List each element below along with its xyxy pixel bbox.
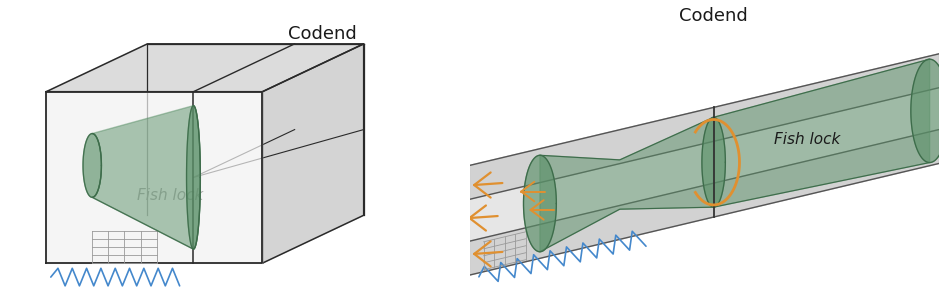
Polygon shape xyxy=(470,54,939,199)
Polygon shape xyxy=(714,59,930,207)
Polygon shape xyxy=(187,106,200,249)
Polygon shape xyxy=(263,44,363,263)
Polygon shape xyxy=(92,106,200,249)
Text: Codend: Codend xyxy=(679,7,748,25)
Polygon shape xyxy=(540,117,714,252)
Polygon shape xyxy=(470,129,939,275)
Text: Fish lock: Fish lock xyxy=(137,188,204,203)
Polygon shape xyxy=(524,155,557,252)
Text: Codend: Codend xyxy=(288,25,357,43)
Polygon shape xyxy=(702,117,726,207)
Polygon shape xyxy=(911,59,939,163)
Polygon shape xyxy=(470,54,939,275)
Polygon shape xyxy=(46,92,263,263)
Polygon shape xyxy=(83,134,101,197)
Polygon shape xyxy=(46,44,363,92)
Text: Fish lock: Fish lock xyxy=(775,132,840,147)
